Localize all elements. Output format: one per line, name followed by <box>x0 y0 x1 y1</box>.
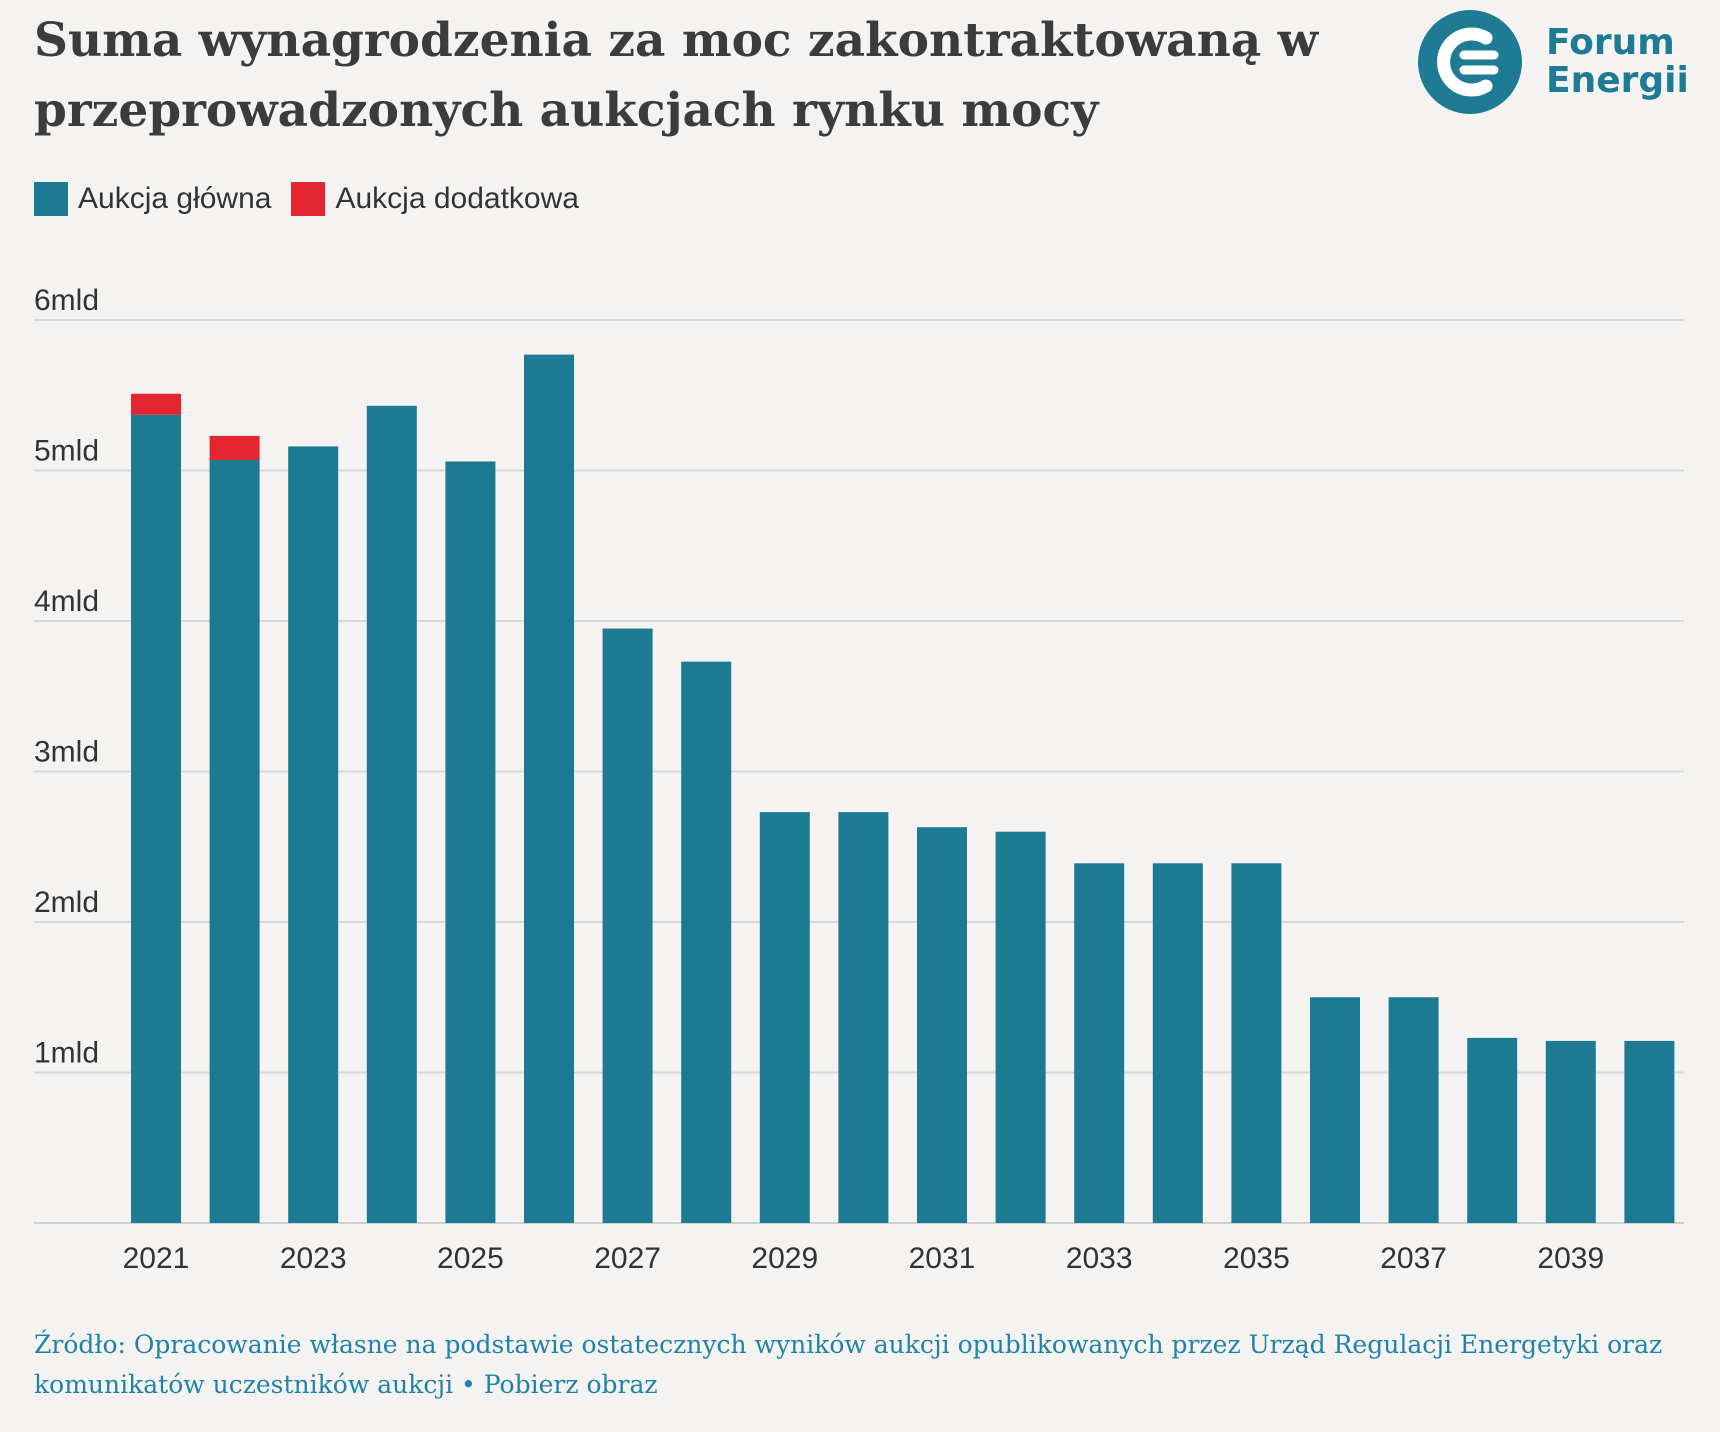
source-text: Źródło: Opracowanie własne na podstawie … <box>34 1330 1663 1399</box>
bar-2023-main <box>288 446 339 1223</box>
bar-2040-main <box>1624 1040 1675 1223</box>
bar-2025-main <box>445 461 496 1224</box>
x-tick-label: 2031 <box>909 1242 976 1275</box>
x-tick-label: 2029 <box>751 1242 818 1275</box>
logo-text: Forum Energii <box>1546 24 1689 100</box>
chart-title: Suma wynagrodzenia za moc zakontraktowan… <box>34 13 1319 138</box>
y-tick-label: 3mld <box>34 736 99 769</box>
legend-swatch-main <box>34 182 68 216</box>
y-tick-label: 4mld <box>34 585 99 618</box>
x-tick-label: 2025 <box>437 1242 504 1275</box>
bars-layer <box>131 354 1675 1224</box>
forum-energii-logo[interactable]: Forum Energii <box>1414 6 1704 118</box>
bar-2037-main <box>1388 997 1439 1223</box>
bar-2030-main <box>838 812 889 1223</box>
source-separator: • <box>453 1370 484 1399</box>
legend-label-additional: Aukcja dodatkowa <box>335 182 579 215</box>
bar-2028-main <box>681 661 732 1223</box>
source-note: Źródło: Opracowanie własne na podstawie … <box>34 1325 1694 1405</box>
bar-2029-main <box>759 812 810 1223</box>
legend-label-main: Aukcja główna <box>78 182 272 215</box>
x-tick-label: 2023 <box>280 1242 347 1275</box>
bar-2027-main <box>602 628 653 1223</box>
bar-2034-main <box>1152 863 1203 1223</box>
x-tick-label: 2033 <box>1066 1242 1133 1275</box>
logo-line-2: Energii <box>1546 60 1689 101</box>
logo-line-1: Forum <box>1546 22 1675 63</box>
bar-2038-main <box>1467 1037 1518 1223</box>
bar-2035-main <box>1231 863 1282 1223</box>
bar-2036-main <box>1310 997 1360 1223</box>
bar-2022-additional <box>209 435 260 460</box>
y-tick-label: 1mld <box>34 1037 99 1070</box>
x-tick-label: 2037 <box>1380 1242 1447 1275</box>
legend-item-additional: Aukcja dodatkowa <box>291 182 579 216</box>
x-tick-label: 2035 <box>1223 1242 1290 1275</box>
bar-2032-main <box>995 831 1046 1223</box>
x-tick-label: 2027 <box>594 1242 661 1275</box>
bar-2033-main <box>1074 863 1125 1223</box>
chart-legend: Aukcja główna Aukcja dodatkowa <box>34 182 599 216</box>
y-tick-label: 6mld <box>34 284 99 317</box>
x-tick-label: 2021 <box>123 1242 190 1275</box>
bar-2026-main <box>524 354 574 1223</box>
forum-energii-logo-icon <box>1418 10 1522 114</box>
x-axis: 2021 2023 2025 2027 2029 2031 2033 2035 2037 2039 <box>123 1242 1605 1275</box>
y-tick-label: 2mld <box>34 886 99 919</box>
bar-2022-main <box>209 459 260 1224</box>
legend-swatch-additional <box>291 182 326 216</box>
bar-2039-main <box>1545 1040 1596 1223</box>
legend-item-main: Aukcja główna <box>34 182 271 216</box>
bar-2031-main <box>917 827 967 1223</box>
download-image-link[interactable]: Pobierz obraz <box>483 1370 658 1399</box>
x-tick-label: 2039 <box>1537 1242 1604 1275</box>
bar-2024-main <box>366 405 417 1223</box>
bar-2021-additional <box>131 393 181 415</box>
y-tick-label: 5mld <box>34 435 99 468</box>
bar-2021-main <box>131 414 181 1223</box>
